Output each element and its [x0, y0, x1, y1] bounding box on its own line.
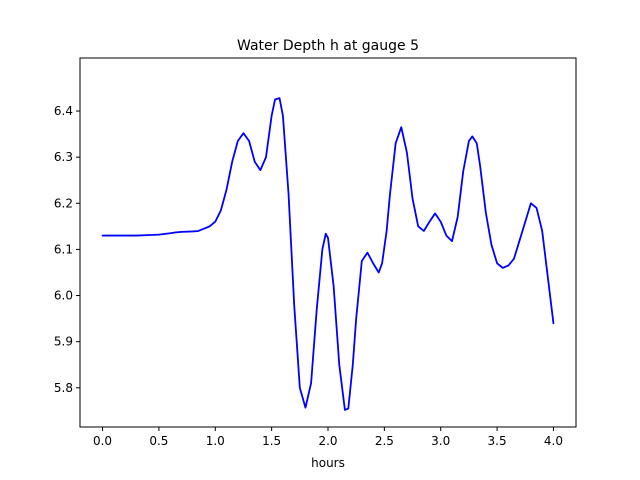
- x-tick-label: 3.0: [431, 434, 450, 448]
- y-tick-label: 6.3: [54, 150, 73, 164]
- x-axis-label: hours: [311, 456, 345, 470]
- y-tick-label: 5.8: [54, 381, 73, 395]
- x-tick-label: 1.5: [262, 434, 281, 448]
- series-line: [101, 97, 555, 411]
- x-tick-label: 4.0: [544, 434, 563, 448]
- y-tick-label: 6.2: [54, 196, 73, 210]
- x-tick-label: 2.5: [375, 434, 394, 448]
- x-tick-label: 0.0: [93, 434, 112, 448]
- y-tick-label: 6.1: [54, 242, 73, 256]
- x-tick-label: 1.0: [206, 434, 225, 448]
- x-tick-label: 0.5: [149, 434, 168, 448]
- x-tick-label: 3.5: [488, 434, 507, 448]
- y-tick-label: 5.9: [54, 335, 73, 349]
- y-tick-label: 6.4: [54, 104, 73, 118]
- plot-area: 0.0 0.5 1.0 1.5 2.0 2.5 3.0 3.5 4.0 5.8 5.9 6.0 6.1 6…: [54, 57, 577, 448]
- chart-title: Water Depth h at gauge 5: [237, 38, 419, 54]
- y-tick-label: 6.0: [54, 289, 73, 303]
- x-tick-label: 2.0: [318, 434, 337, 448]
